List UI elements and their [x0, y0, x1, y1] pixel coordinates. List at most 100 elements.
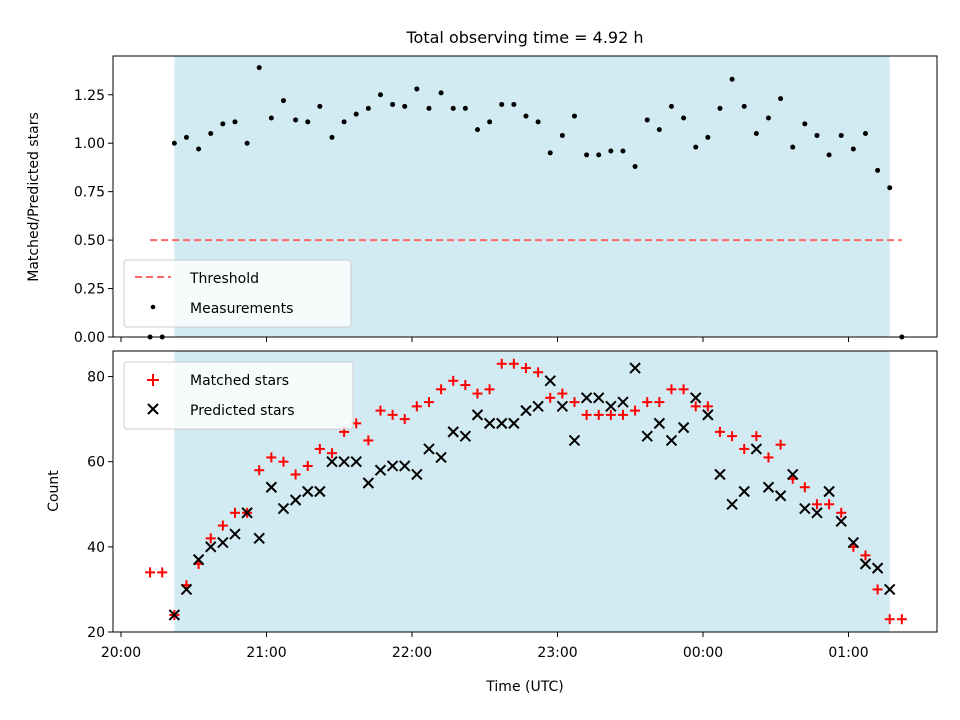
predicted-star-point — [811, 507, 823, 519]
matched-star-point — [423, 397, 434, 408]
measurement-point — [426, 105, 432, 111]
matched-star-point — [460, 380, 471, 391]
predicted-star-point — [580, 392, 593, 404]
bottom-plot-area — [145, 358, 907, 625]
top-y-axis-label: Matched/Predicted stars — [26, 112, 42, 282]
measurement-point — [183, 134, 189, 140]
predicted-star-point — [750, 443, 763, 455]
measurement-point — [753, 131, 759, 137]
matched-star-point — [896, 614, 907, 625]
top-y-tick-label: 0.00 — [74, 330, 105, 346]
legend-matched-swatch — [147, 374, 159, 386]
predicted-star-point — [556, 400, 569, 413]
predicted-star-point — [229, 528, 241, 540]
legend-measurements-swatch — [150, 304, 156, 310]
predicted-star-point — [483, 417, 496, 430]
measurement-point — [717, 105, 723, 111]
predicted-star-point — [593, 392, 605, 404]
predicted-star-point — [762, 481, 775, 493]
legend-predicted-swatch — [147, 403, 159, 415]
matched-star-point — [775, 439, 786, 450]
matched-star-point — [617, 409, 628, 420]
predicted-star-point — [629, 362, 641, 374]
measurement-point — [499, 101, 505, 107]
predicted-star-point — [180, 583, 193, 596]
matched-star-point — [254, 465, 265, 476]
top-chart-title: Total observing time = 4.92 h — [405, 28, 643, 47]
matched-star-point — [314, 443, 325, 454]
bottom-legend-box — [123, 361, 354, 430]
predicted-star-point — [520, 404, 532, 417]
measurement-point — [329, 134, 335, 140]
legend-threshold-label: Threshold — [189, 271, 259, 287]
predicted-star-point — [859, 558, 872, 570]
measurement-point — [462, 105, 468, 111]
bottom-x-axis: 20:00 21:00 22:00 23:00 00:00 01:00 — [101, 632, 869, 661]
measurement-point — [778, 96, 784, 102]
predicted-star-point — [362, 477, 375, 489]
measurement-point — [402, 103, 408, 109]
measurement-point — [377, 92, 383, 98]
bottom-x-tick-label: 22:00 — [392, 645, 432, 661]
predicted-star-point — [702, 409, 714, 421]
matched-star-point — [751, 431, 762, 442]
measurement-point — [341, 119, 347, 125]
predicted-star-point — [847, 536, 860, 549]
measurement-point — [826, 152, 832, 158]
matched-star-point — [799, 482, 810, 493]
matched-star-point — [302, 460, 313, 471]
predicted-star-point — [714, 468, 726, 481]
matched-star-point — [387, 409, 398, 420]
bottom-y-tick-label: 20 — [87, 625, 105, 641]
matched-star-point — [884, 614, 895, 625]
matched-star-point — [145, 567, 156, 578]
matched-star-point — [605, 409, 616, 420]
matched-star-point — [642, 397, 653, 408]
predicted-star-point — [471, 409, 484, 421]
predicted-star-point — [314, 485, 326, 498]
matched-star-point — [593, 409, 604, 420]
measurement-point — [487, 119, 493, 125]
matched-star-point — [411, 401, 422, 412]
measurement-point — [474, 127, 480, 133]
matched-star-point — [520, 363, 531, 374]
measurement-point — [668, 103, 674, 109]
predicted-star-point — [302, 485, 314, 498]
top-y-tick-label: 0.25 — [74, 282, 105, 298]
predicted-star-point — [326, 455, 338, 468]
predicted-star-point — [617, 396, 629, 408]
bottom-y-axis-label: Count — [46, 470, 62, 512]
predicted-star-point — [532, 400, 544, 413]
measurement-point — [656, 127, 662, 133]
matched-star-point — [496, 358, 507, 369]
predicted-star-point — [277, 502, 290, 515]
predicted-star-point — [386, 460, 399, 472]
measurement-point — [875, 167, 881, 173]
predicted-star-point — [787, 468, 799, 481]
bottom-x-axis-label: Time (UTC) — [485, 679, 563, 695]
measurement-point — [293, 117, 299, 123]
matched-star-point — [581, 409, 592, 420]
measurement-point — [596, 152, 602, 158]
predicted-star-point — [690, 392, 702, 404]
predicted-star-point — [738, 485, 750, 498]
top-axes-frame — [112, 55, 938, 338]
measurement-point — [790, 144, 796, 150]
predicted-star-point — [605, 400, 617, 413]
measurement-point — [584, 152, 590, 158]
predicted-star-point — [192, 553, 205, 566]
predicted-star-point — [374, 464, 387, 476]
measurement-point — [353, 111, 359, 117]
bottom-x-tick-label: 21:00 — [246, 645, 286, 661]
measurement-point — [280, 98, 286, 104]
matched-star-point — [290, 469, 301, 480]
top-y-tick-label: 0.75 — [74, 185, 105, 201]
measurement-point — [220, 121, 226, 127]
measurement-point — [450, 105, 456, 111]
matched-star-point — [666, 384, 677, 395]
matched-star-point — [545, 392, 556, 403]
measurement-point — [268, 115, 274, 121]
matched-star-point — [533, 367, 544, 378]
matched-star-point — [229, 507, 240, 518]
